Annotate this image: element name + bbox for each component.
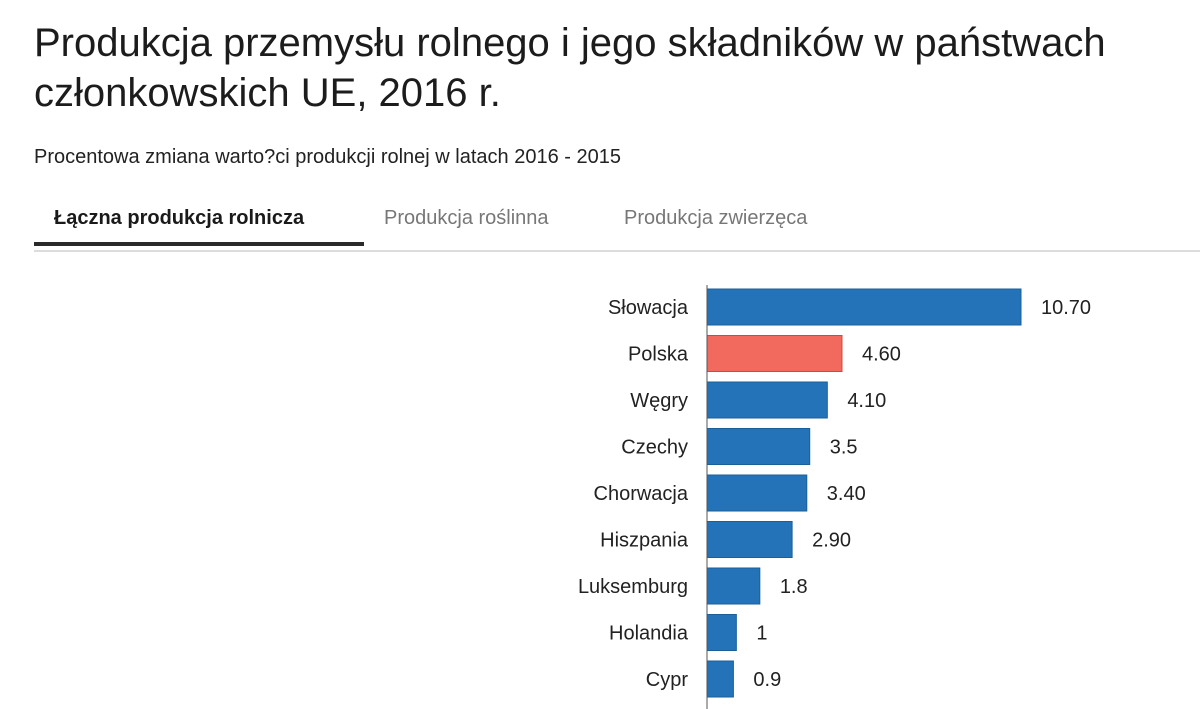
- bar[interactable]: [706, 567, 761, 605]
- category-label: Polska: [628, 344, 689, 366]
- value-label: 1: [756, 623, 767, 645]
- value-label: 3.5: [830, 437, 858, 459]
- chart-subtitle: Procentowa zmiana warto?ci produkcji rol…: [34, 146, 621, 168]
- value-label: 1.8: [780, 576, 808, 598]
- bar[interactable]: [706, 521, 793, 558]
- bar[interactable]: [706, 288, 1022, 326]
- category-label: Cypr: [646, 669, 689, 691]
- category-label: Czechy: [621, 437, 688, 459]
- bar[interactable]: [706, 428, 811, 465]
- bar-highlighted[interactable]: [706, 335, 843, 372]
- value-label: 4.10: [847, 390, 886, 412]
- category-label: Luksemburg: [578, 576, 688, 598]
- category-label: Chorwacja: [594, 483, 689, 505]
- value-label: 10.70: [1041, 297, 1091, 319]
- category-label: Holandia: [609, 623, 689, 645]
- value-label: 2.90: [812, 530, 851, 552]
- bar[interactable]: [706, 474, 808, 512]
- chart-title: Produkcja przemysłu rolnego i jego skład…: [34, 21, 1106, 115]
- tab-crop-production[interactable]: Produkcja roślinna: [384, 207, 549, 229]
- tab-bar: Łączna produkcja rolnicza Produkcja rośl…: [34, 196, 1200, 252]
- tab-animal-production[interactable]: Produkcja zwierzęca: [624, 207, 808, 229]
- value-label: 0.9: [753, 669, 781, 691]
- value-label: 3.40: [827, 483, 866, 505]
- bar[interactable]: [706, 660, 734, 698]
- bar[interactable]: [706, 381, 828, 419]
- category-label: Słowacja: [608, 297, 689, 319]
- bar[interactable]: [706, 614, 737, 651]
- category-label: Hiszpania: [600, 530, 689, 552]
- category-label: Węgry: [630, 390, 688, 412]
- value-label: 4.60: [862, 344, 901, 366]
- tab-total-production[interactable]: Łączna produkcja rolnicza: [34, 196, 364, 246]
